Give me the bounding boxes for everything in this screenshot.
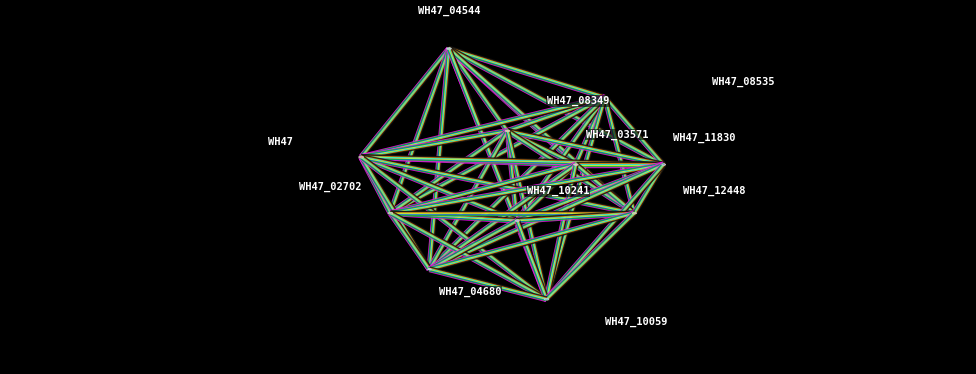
Text: WH47_04680: WH47_04680 <box>439 286 502 297</box>
Text: WH47_08535: WH47_08535 <box>712 77 775 88</box>
Ellipse shape <box>545 298 549 300</box>
Ellipse shape <box>427 269 431 270</box>
Ellipse shape <box>603 96 607 98</box>
Text: WH47_04544: WH47_04544 <box>418 6 480 16</box>
Ellipse shape <box>515 220 519 221</box>
Ellipse shape <box>506 130 509 132</box>
Text: WH47_08349: WH47_08349 <box>547 96 609 106</box>
Text: WH47_10059: WH47_10059 <box>605 316 668 327</box>
Text: WH47_02702: WH47_02702 <box>299 182 361 192</box>
Text: WH47_10241: WH47_10241 <box>527 186 590 196</box>
Ellipse shape <box>632 212 636 214</box>
Text: WH47_03571: WH47_03571 <box>586 129 648 140</box>
Ellipse shape <box>359 156 363 158</box>
Text: WH47: WH47 <box>267 137 293 147</box>
Text: WH47_11830: WH47_11830 <box>673 133 736 144</box>
Ellipse shape <box>662 164 666 165</box>
Text: WH47_12448: WH47_12448 <box>683 186 746 196</box>
Ellipse shape <box>574 164 578 165</box>
Ellipse shape <box>388 212 392 214</box>
Ellipse shape <box>447 48 452 50</box>
